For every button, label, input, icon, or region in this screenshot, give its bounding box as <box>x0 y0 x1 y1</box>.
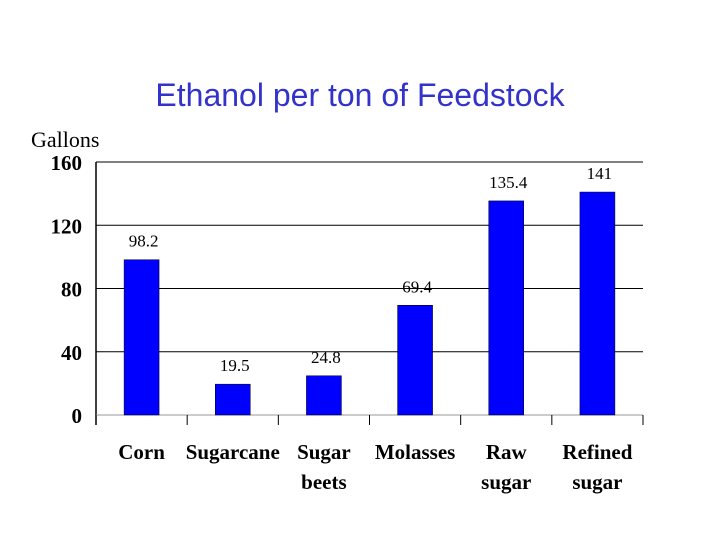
chart-title: Ethanol per ton of Feedstock <box>155 77 565 113</box>
category-label: Sugarcane <box>186 440 280 464</box>
category-label-line: Corn <box>118 440 165 464</box>
y-tick-label: 80 <box>61 278 82 302</box>
plot-area: 0 40 80 120 160 98.2 Corn 19.5 Sugarcane 24.8 Suga… <box>51 151 644 494</box>
data-label: 19.5 <box>220 356 250 375</box>
category-label-line: sugar <box>481 470 531 494</box>
y-tick-label: 40 <box>61 341 82 365</box>
bar <box>488 200 524 416</box>
data-label: 24.8 <box>311 348 341 367</box>
category-label: Molasses <box>375 440 456 464</box>
bar <box>215 383 251 416</box>
category-label: Raw sugar <box>481 440 531 494</box>
bar <box>579 191 616 416</box>
y-axis-label: Gallons <box>31 127 99 152</box>
category-label: Sugar beets <box>297 440 351 494</box>
y-tick-label: 160 <box>51 151 83 175</box>
category-label-line: Sugarcane <box>186 440 280 464</box>
category-label-line: Raw <box>486 440 528 464</box>
bar <box>397 305 433 416</box>
category-label: Refined sugar <box>562 440 632 494</box>
category-label-line: Refined <box>562 440 632 464</box>
data-label: 141 <box>587 164 613 183</box>
bar <box>123 259 160 416</box>
category-label-line: sugar <box>572 470 622 494</box>
category-label-line: Molasses <box>375 440 456 464</box>
data-label: 69.4 <box>402 277 432 296</box>
category-label: Corn <box>118 440 165 464</box>
y-tick-label: 0 <box>72 404 83 428</box>
data-label: 135.4 <box>489 173 528 192</box>
data-label: 98.2 <box>129 232 159 251</box>
category-label-line: beets <box>301 470 347 494</box>
category-label-line: Sugar <box>297 440 351 464</box>
bar <box>306 375 342 416</box>
y-tick-label: 120 <box>51 214 83 238</box>
